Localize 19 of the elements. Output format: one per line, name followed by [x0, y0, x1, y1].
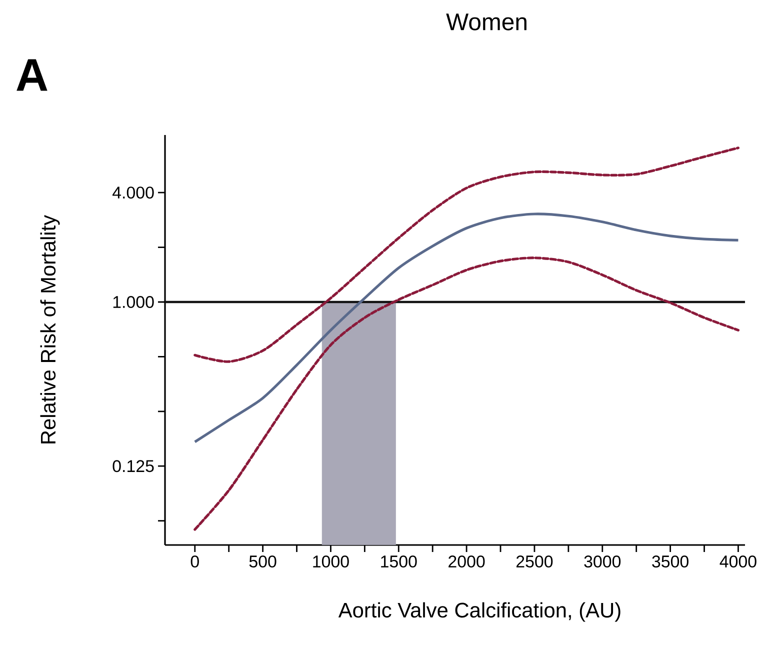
x-tick-label: 2000: [448, 556, 485, 568]
x-tick-label: 4000: [720, 556, 756, 568]
x-tick-label: 3500: [652, 556, 688, 568]
x-tick-label: 500: [249, 556, 276, 568]
x-tick-label: 2500: [516, 556, 553, 568]
y-tick-label: 0.125: [112, 460, 154, 472]
x-tick-label: 1000: [313, 556, 349, 568]
line-series: [194, 256, 740, 531]
x-tick-label: 1500: [381, 556, 417, 568]
line-series: [194, 146, 740, 363]
x-axis-title: Aortic Valve Calcification, (AU): [338, 602, 620, 622]
line-series: [194, 212, 740, 444]
x-tick-label: 0: [190, 556, 199, 568]
text: A: [16, 59, 48, 91]
chart-title: Women: [446, 14, 526, 30]
x-tick-label: 3000: [584, 556, 621, 568]
y-tick-label: 4.000: [112, 186, 154, 199]
y-tick-label: 1.000: [113, 296, 154, 308]
y-axis-title: Relative Risk of Mortality: [40, 214, 60, 444]
